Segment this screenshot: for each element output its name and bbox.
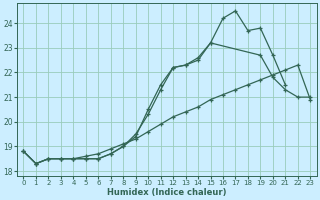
X-axis label: Humidex (Indice chaleur): Humidex (Indice chaleur)	[107, 188, 227, 197]
